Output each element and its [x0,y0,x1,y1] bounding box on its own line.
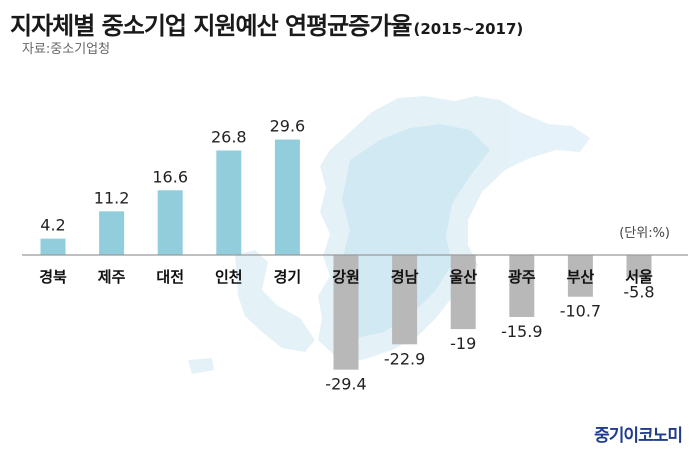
bar-울산 [450,255,476,330]
bar-제주 [99,211,125,255]
bar-대전 [157,190,183,255]
category-label-경남: 경남 [391,268,419,286]
map-background [188,96,590,374]
category-labels: 경북 제주 대전 인천 경기 강원 경남 울산 광주 부산 서울 [39,268,653,286]
value-label-제주: 11.2 [94,188,130,207]
bar-경기 [274,139,300,255]
bar-경북 [40,238,66,255]
bars [40,139,652,370]
bar-인천 [216,150,242,255]
value-label-경기: 29.6 [270,117,306,136]
category-label-부산: 부산 [567,268,595,286]
category-label-경북: 경북 [39,268,67,286]
title-row: 지자체별 중소기업 지원예산 연평균증가율 (2015~2017) [10,6,523,41]
category-label-광주: 광주 [508,268,536,286]
category-label-울산: 울산 [449,268,477,286]
value-label-부산: -10.7 [560,302,601,321]
bar-강원 [333,255,359,370]
chart-title-period: (2015~2017) [413,20,524,38]
category-label-인천: 인천 [215,268,243,286]
value-label-경북: 4.2 [40,216,65,235]
bar-서울 [626,255,652,278]
value-label-경남: -22.9 [384,349,425,368]
category-label-제주: 제주 [98,268,126,286]
value-label-강원: -29.4 [325,375,366,394]
source-note: 자료:중소기업청 [22,42,111,57]
value-label-인천: 26.8 [211,127,247,146]
value-labels: 4.2 11.2 16.6 26.8 29.6 -29.4 -22.9 -19 -15.9 -10… [40,117,654,394]
value-label-대전: 16.6 [152,167,188,186]
bar-경남 [392,255,418,345]
value-label-광주: -15.9 [501,322,542,341]
category-label-경기: 경기 [274,268,302,286]
value-label-서울: -5.8 [623,283,654,302]
brand-logo: 중기이코노미 [594,426,683,446]
chart-title: 지자체별 중소기업 지원예산 연평균증가율 [10,12,413,40]
bar-광주 [509,255,535,318]
value-label-울산: -19 [450,334,476,353]
bar-부산 [567,255,593,297]
category-label-서울: 서울 [625,268,653,286]
category-label-강원: 강원 [332,268,360,286]
category-label-대전: 대전 [156,268,184,286]
unit-label: (단위:%) [619,226,670,241]
